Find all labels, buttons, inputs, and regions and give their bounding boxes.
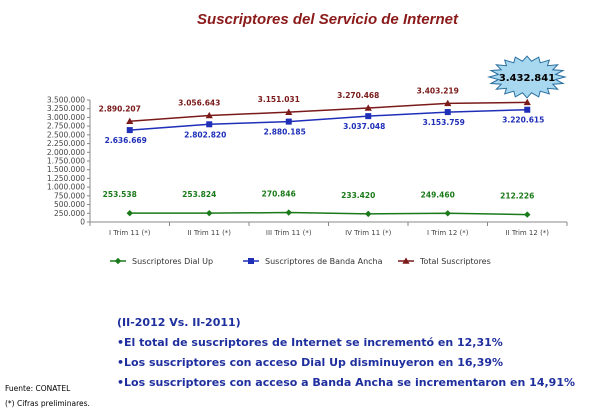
- y-tick-label: 500.000: [54, 200, 85, 209]
- data-label-total: 2.890.207: [99, 104, 141, 113]
- data-label-banda-ancha: 2.636.669: [105, 136, 147, 145]
- legend-label-banda-ancha: Suscriptores de Banda Ancha: [265, 257, 383, 266]
- data-point-total: [523, 98, 531, 106]
- data-point-banda-ancha: [206, 121, 213, 128]
- data-point-total: [126, 117, 134, 125]
- y-tick-label: 1.250.000: [47, 174, 85, 183]
- x-tick-label: I Trim 12 (*): [427, 229, 469, 237]
- data-label-banda-ancha: 3.220.615: [502, 116, 544, 125]
- data-point-total: [285, 108, 293, 115]
- data-label-total: 3.151.031: [258, 95, 300, 104]
- data-label-total: 3.403.219: [417, 86, 459, 95]
- y-tick-label: 1.500.000: [47, 165, 85, 174]
- data-point-banda-ancha: [444, 109, 451, 116]
- data-label-banda-ancha: 2.880.185: [264, 128, 306, 137]
- data-label-total: 3.270.468: [337, 91, 379, 100]
- y-tick-label: 3.250.000: [47, 104, 85, 113]
- y-tick-label: 1.750.000: [47, 157, 85, 166]
- legend-marker-total: [402, 257, 410, 264]
- summary-line-total: •El total de suscriptores de Internet se…: [117, 336, 503, 349]
- legend-label-total: Total Suscriptores: [419, 257, 491, 266]
- x-tick-label: IV Trim 11 (*): [345, 229, 392, 237]
- y-tick-label: 2.250.000: [47, 139, 85, 148]
- legend-label-dialup: Suscriptores Dial Up: [132, 257, 213, 266]
- series-line-banda-ancha: [129, 108, 528, 131]
- x-tick-label: II Trim 12 (*): [505, 229, 549, 237]
- data-point-banda-ancha: [285, 118, 292, 125]
- data-label-dialup: 253.538: [103, 190, 137, 199]
- data-point-banda-ancha: [365, 113, 372, 120]
- data-point-dialup: [126, 209, 133, 217]
- data-label-banda-ancha: 3.153.759: [423, 118, 465, 127]
- data-label-banda-ancha: 3.037.048: [343, 122, 385, 131]
- y-tick-label: 3.000.000: [47, 113, 85, 122]
- summary-block: (II-2012 Vs. II-2011) •El total de suscr…: [117, 313, 575, 393]
- data-point-total: [205, 111, 213, 119]
- legend-marker-dialup: [114, 257, 122, 265]
- y-tick-label: 3.500.000: [47, 96, 85, 105]
- y-tick-label: 0: [80, 218, 85, 227]
- y-tick-label: 1.000.000: [47, 183, 85, 192]
- data-point-total: [444, 99, 452, 107]
- data-label-dialup: 270.846: [262, 190, 296, 199]
- data-point-dialup: [285, 209, 292, 216]
- data-point-dialup: [524, 211, 531, 218]
- data-label-total: 3.056.643: [178, 98, 220, 107]
- chart-title: Suscriptores del Servicio de Internet: [197, 11, 458, 28]
- y-tick-label: 750.000: [54, 191, 85, 200]
- x-tick-label: II Trim 11 (*): [187, 229, 231, 237]
- data-point-dialup: [444, 210, 451, 217]
- data-point-banda-ancha: [126, 127, 133, 134]
- y-tick-label: 2.750.000: [47, 122, 85, 131]
- data-label-banda-ancha: 2.802.820: [184, 130, 226, 139]
- data-label-dialup: 253.824: [182, 190, 216, 199]
- data-label-dialup: 233.420: [341, 191, 375, 200]
- y-tick-label: 2.000.000: [47, 148, 85, 157]
- summary-heading: (II-2012 Vs. II-2011): [117, 316, 241, 329]
- data-point-total: [364, 104, 372, 111]
- y-tick-label: 250.000: [54, 209, 85, 218]
- callout-value: 3.432.841: [499, 73, 555, 84]
- summary-line-dialup: •Los suscriptores con acceso Dial Up dis…: [117, 356, 504, 369]
- legend-marker-banda-ancha: [248, 258, 254, 264]
- data-point-banda-ancha: [524, 106, 531, 113]
- x-tick-label: III Trim 11 (*): [266, 229, 312, 237]
- series-line-total: [129, 101, 528, 123]
- source-note: Fuente: CONATEL: [5, 384, 71, 393]
- data-point-dialup: [206, 209, 213, 217]
- data-label-dialup: 249.460: [421, 190, 455, 199]
- line-chart: 0250.000500.000750.0001.000.0001.250.000…: [47, 55, 568, 266]
- preliminary-note: (*) Cifras preliminares.: [5, 399, 90, 408]
- data-label-dialup: 212.226: [500, 192, 534, 201]
- callout-starburst: [487, 55, 567, 99]
- series-line-dialup: [129, 211, 528, 216]
- data-point-dialup: [365, 210, 372, 218]
- summary-line-broadband: •Los suscriptores con acceso a Banda Anc…: [117, 376, 575, 389]
- x-tick-label: I Trim 11 (*): [109, 229, 151, 237]
- y-tick-label: 2.500.000: [47, 130, 85, 139]
